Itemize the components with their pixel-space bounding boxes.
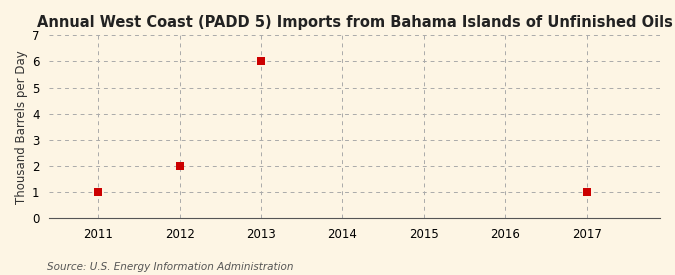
Point	[581, 190, 592, 194]
Text: Source: U.S. Energy Information Administration: Source: U.S. Energy Information Administ…	[47, 262, 294, 272]
Point	[93, 190, 104, 194]
Y-axis label: Thousand Barrels per Day: Thousand Barrels per Day	[15, 50, 28, 204]
Point	[256, 59, 267, 64]
Point	[174, 164, 185, 168]
Title: Annual West Coast (PADD 5) Imports from Bahama Islands of Unfinished Oils: Annual West Coast (PADD 5) Imports from …	[36, 15, 672, 30]
